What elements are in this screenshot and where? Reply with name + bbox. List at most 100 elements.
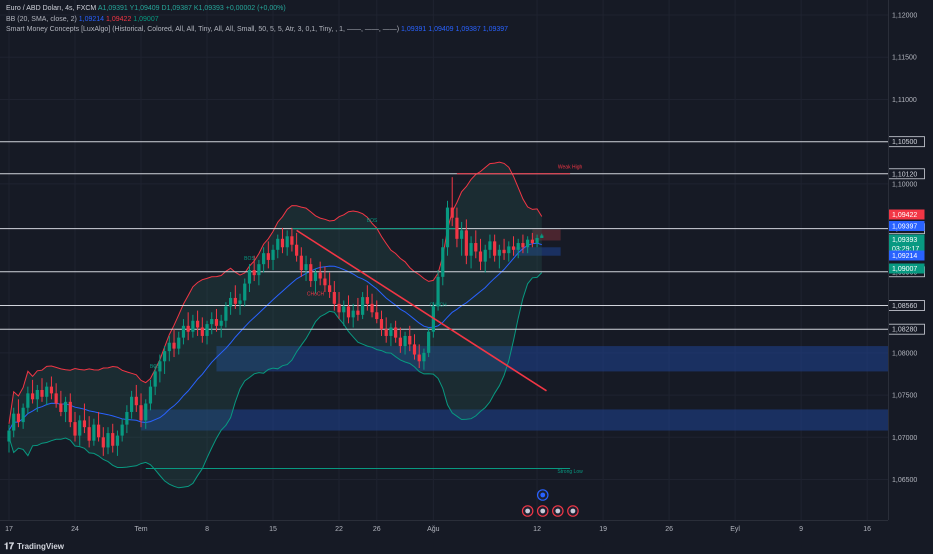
candle-body[interactable]	[361, 297, 365, 315]
candle-body[interactable]	[243, 283, 247, 301]
candle-body[interactable]	[502, 249, 506, 254]
candle-body[interactable]	[493, 241, 497, 256]
current-price-tag[interactable]	[888, 221, 925, 231]
candle-body[interactable]	[422, 352, 426, 362]
candle-body[interactable]	[214, 319, 219, 326]
candle-body[interactable]	[497, 249, 501, 256]
candle-body[interactable]	[412, 344, 417, 355]
candle-body[interactable]	[445, 207, 450, 248]
candle-body[interactable]	[26, 393, 30, 408]
candle-body[interactable]	[309, 264, 313, 282]
candle-body[interactable]	[45, 386, 49, 397]
candle-body[interactable]	[177, 337, 181, 349]
candle-body[interactable]	[101, 437, 105, 448]
candle-body[interactable]	[63, 401, 68, 412]
legend-bb-row[interactable]: BB (20, SMA, close, 2) 1,09214 1,09422 1…	[6, 15, 508, 26]
candle-body[interactable]	[398, 337, 402, 347]
candle-body[interactable]	[346, 306, 351, 318]
candle-body[interactable]	[224, 306, 228, 321]
candle-body[interactable]	[469, 243, 473, 256]
candle-body[interactable]	[73, 422, 77, 436]
candle-body[interactable]	[389, 327, 393, 336]
candle-body[interactable]	[384, 329, 388, 336]
candle-body[interactable]	[252, 270, 256, 276]
candle-body[interactable]	[153, 371, 157, 387]
candle-body[interactable]	[229, 297, 233, 307]
candle-body[interactable]	[54, 393, 58, 404]
candle-body[interactable]	[196, 320, 200, 328]
candle-body[interactable]	[337, 303, 341, 313]
candle-body[interactable]	[247, 270, 252, 284]
current-price-tag[interactable]	[888, 234, 925, 254]
current-price-tag[interactable]	[888, 209, 925, 220]
candle-body[interactable]	[313, 272, 318, 282]
candle-body[interactable]	[290, 236, 294, 245]
candle-body[interactable]	[507, 246, 511, 254]
candle-body[interactable]	[115, 435, 120, 446]
candle-body[interactable]	[323, 278, 327, 286]
candle-body[interactable]	[483, 249, 487, 262]
candle-body[interactable]	[266, 253, 270, 260]
candle-body[interactable]	[191, 320, 195, 332]
candle-body[interactable]	[158, 361, 162, 372]
tradingview-brand[interactable]: 𝟏𝟕 TradingView	[4, 541, 64, 552]
candle-body[interactable]	[530, 239, 534, 244]
candle-body[interactable]	[49, 386, 54, 394]
candle-body[interactable]	[30, 393, 35, 400]
candle-body[interactable]	[299, 255, 303, 271]
candle-body[interactable]	[403, 335, 407, 347]
candle-body[interactable]	[139, 405, 143, 421]
candle-body[interactable]	[186, 325, 190, 332]
candle-body[interactable]	[210, 319, 214, 325]
candle-body[interactable]	[285, 236, 289, 248]
candle-body[interactable]	[205, 324, 209, 336]
candle-body[interactable]	[379, 319, 384, 330]
candle-body[interactable]	[276, 238, 280, 250]
candle-body[interactable]	[257, 264, 261, 276]
candle-body[interactable]	[262, 253, 266, 265]
candle-body[interactable]	[328, 285, 332, 293]
candle-body[interactable]	[233, 297, 237, 304]
candle-body[interactable]	[271, 249, 275, 260]
candle-body[interactable]	[450, 207, 454, 218]
candle-body[interactable]	[511, 246, 516, 250]
candle-body[interactable]	[408, 335, 412, 345]
candle-body[interactable]	[120, 424, 124, 436]
candle-body[interactable]	[365, 297, 369, 304]
candle-body[interactable]	[125, 411, 129, 425]
candle-body[interactable]	[370, 303, 374, 313]
candle-body[interactable]	[375, 312, 379, 320]
candle-body[interactable]	[332, 292, 336, 304]
candle-body[interactable]	[460, 230, 464, 239]
candle-body[interactable]	[106, 433, 110, 448]
candle-body[interactable]	[78, 420, 82, 436]
candle-body[interactable]	[342, 306, 346, 313]
candle-body[interactable]	[92, 424, 96, 441]
candle-body[interactable]	[436, 276, 440, 307]
candle-body[interactable]	[35, 390, 39, 400]
candle-body[interactable]	[535, 237, 539, 244]
legend-smc-row[interactable]: Smart Money Concepts [LuxAlgo] (Historic…	[6, 25, 508, 36]
candle-body[interactable]	[111, 433, 115, 446]
candle-body[interactable]	[474, 243, 478, 252]
candle-body[interactable]	[167, 342, 171, 352]
candle-body[interactable]	[87, 427, 91, 441]
candle-body[interactable]	[21, 407, 25, 423]
candle-body[interactable]	[40, 390, 44, 397]
candle-body[interactable]	[59, 403, 63, 412]
candle-body[interactable]	[7, 430, 11, 442]
candle-body[interactable]	[181, 325, 186, 338]
candle-body[interactable]	[516, 243, 520, 250]
legend-symbol-row[interactable]: Euro / ABD Doları, 4s, FXCM A1,09391 Y1,…	[6, 4, 508, 15]
candle-body[interactable]	[96, 424, 101, 438]
candle-body[interactable]	[134, 396, 138, 406]
candle-body[interactable]	[200, 327, 204, 336]
candle-body[interactable]	[394, 327, 398, 338]
candle-body[interactable]	[521, 243, 525, 248]
candle-body[interactable]	[295, 244, 299, 256]
candle-body[interactable]	[82, 420, 87, 428]
candle-body[interactable]	[162, 351, 167, 362]
candle-body[interactable]	[478, 251, 483, 262]
candle-body[interactable]	[356, 310, 360, 315]
